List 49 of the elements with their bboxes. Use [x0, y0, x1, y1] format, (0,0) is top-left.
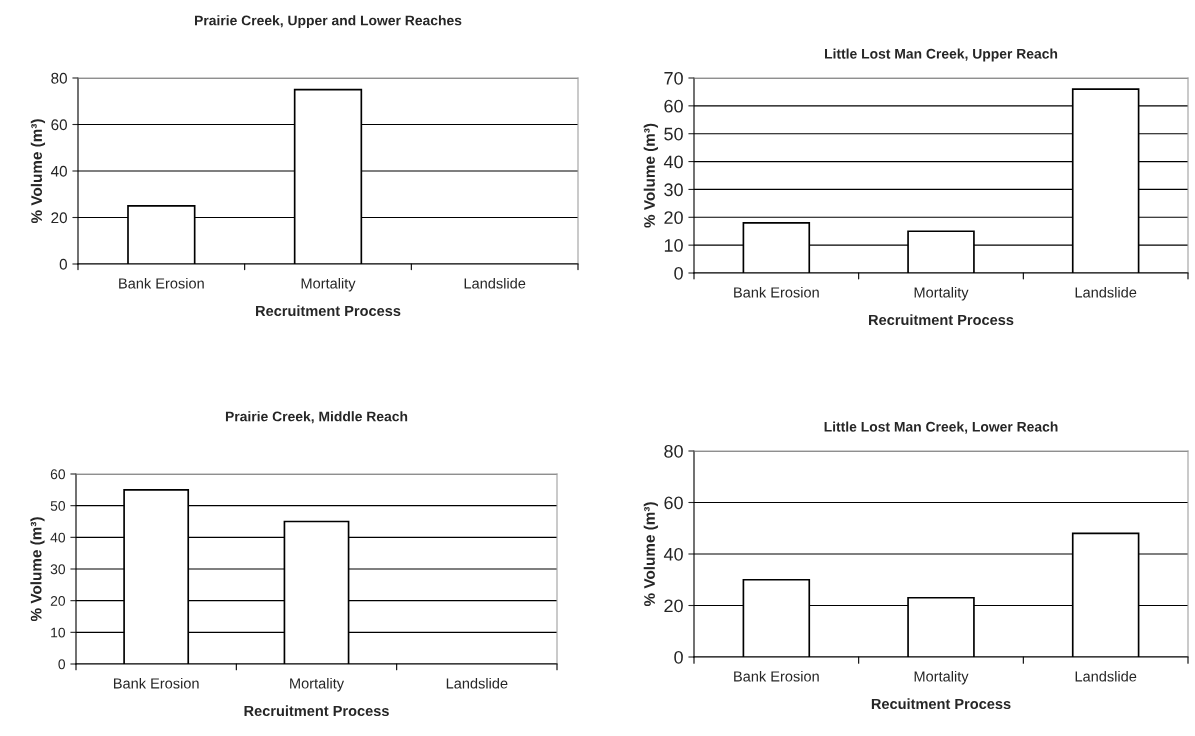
y-tick-label: 20 [50, 596, 66, 606]
y-tick-label: 60 [50, 469, 66, 480]
chart-title: Little Lost Man Creek, Upper Reach [825, 48, 1058, 62]
x-tick-label: Landslide [464, 277, 526, 289]
x-tick-label: Mortality [301, 277, 356, 292]
y-tick-label: 0 [58, 659, 66, 670]
y-tick-label: 10 [51, 627, 66, 638]
x-axis-title: Recruitment Process [256, 305, 401, 317]
chart-title: Little Lost Man Creek, Lower Reach [824, 421, 1058, 434]
y-tick-label: 20 [664, 599, 683, 613]
y-tick-label: 0 [59, 258, 67, 270]
x-tick-label: Landslide [1075, 670, 1137, 682]
x-axis-title: Recruitment Process [244, 705, 389, 717]
y-tick-label: 50 [664, 127, 683, 141]
x-axis-title: Recruitment Process [869, 314, 1014, 326]
y-axis-title: % Volume (m³) [643, 502, 658, 607]
y-tick-label: 20 [664, 211, 683, 225]
y-tick-label: 20 [51, 212, 67, 224]
y-tick-label: 40 [50, 165, 67, 177]
chart-title: Prairie Creek, Upper and Lower Reaches [195, 15, 462, 29]
y-tick-label: 0 [674, 650, 683, 664]
y-tick-label: 70 [664, 71, 683, 85]
y-axis-title: % Volume (m³) [30, 119, 46, 224]
x-tick-label: Mortality [914, 670, 969, 685]
y-tick-label: 30 [664, 183, 683, 197]
x-tick-label: Bank Erosion [119, 277, 204, 289]
y-tick-label: 60 [51, 119, 67, 131]
x-axis-title: Recuitment Process [871, 698, 1011, 710]
y-tick-label: 40 [663, 547, 683, 561]
x-tick-label: Mortality [290, 677, 345, 692]
y-tick-label: 0 [674, 266, 683, 280]
x-tick-label: Bank Erosion [734, 670, 819, 682]
y-tick-label: 60 [664, 99, 683, 113]
y-tick-label: 80 [664, 444, 683, 458]
y-tick-label: 40 [50, 532, 66, 543]
chart-title: Prairie Creek, Middle Reach [225, 411, 408, 424]
x-tick-label: Landslide [446, 677, 508, 689]
x-tick-label: Bank Erosion [114, 677, 199, 689]
x-tick-label: Landslide [1075, 286, 1137, 298]
y-tick-label: 30 [50, 564, 66, 575]
y-tick-label: 10 [664, 239, 683, 252]
y-axis-title: % Volume (m³) [30, 517, 45, 622]
y-tick-label: 40 [663, 155, 683, 169]
y-tick-label: 80 [51, 72, 67, 84]
y-tick-label: 60 [664, 496, 683, 510]
x-tick-label: Bank Erosion [734, 286, 819, 298]
y-axis-title: % Volume (m³) [643, 123, 658, 228]
y-tick-label: 50 [50, 501, 66, 511]
x-tick-label: Mortality [914, 286, 969, 301]
